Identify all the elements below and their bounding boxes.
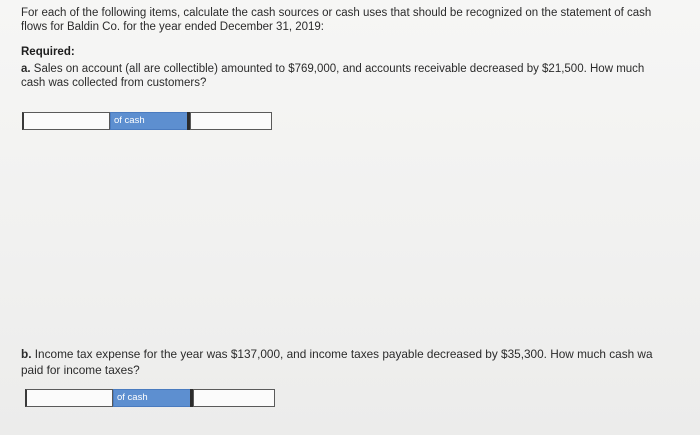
answer-b-trail-input[interactable] — [193, 389, 275, 407]
instructions: For each of the following items, calcula… — [21, 6, 700, 34]
instructions-line-2: flows for Baldin Co. for the year ended … — [21, 21, 325, 33]
answer-a-trail-input[interactable] — [190, 112, 272, 130]
instructions-line-1: For each of the following items, calcula… — [21, 7, 652, 19]
answer-b-unit-label: of cash — [113, 389, 193, 407]
question-a-letter: a. — [21, 63, 31, 75]
answer-a-unit-label: of cash — [110, 112, 190, 130]
text-cursor-icon — [190, 389, 193, 407]
answer-a-amount-input[interactable] — [22, 112, 110, 130]
question-b: b. Income tax expense for the year was $… — [21, 346, 653, 378]
question-a: a. Sales on account (all are collectible… — [21, 62, 644, 90]
answer-b-amount-input[interactable] — [25, 389, 113, 407]
question-b-text: Income tax expense for the year was $137… — [34, 347, 653, 361]
question-a-line-2: cash was collected from customers? — [21, 77, 207, 89]
answer-a-unit-text: of cash — [114, 115, 145, 126]
question-b-letter: b. — [21, 347, 32, 361]
question-b-line-1: b. Income tax expense for the year was $… — [21, 346, 653, 362]
question-a-line-1: a. Sales on account (all are collectible… — [21, 62, 644, 76]
text-cursor-icon — [187, 112, 190, 130]
required-heading: Required: — [21, 46, 75, 58]
question-b-line-2: paid for income taxes? — [21, 363, 140, 377]
question-a-text: Sales on account (all are collectible) a… — [33, 63, 645, 75]
answer-b-unit-text: of cash — [117, 392, 148, 403]
